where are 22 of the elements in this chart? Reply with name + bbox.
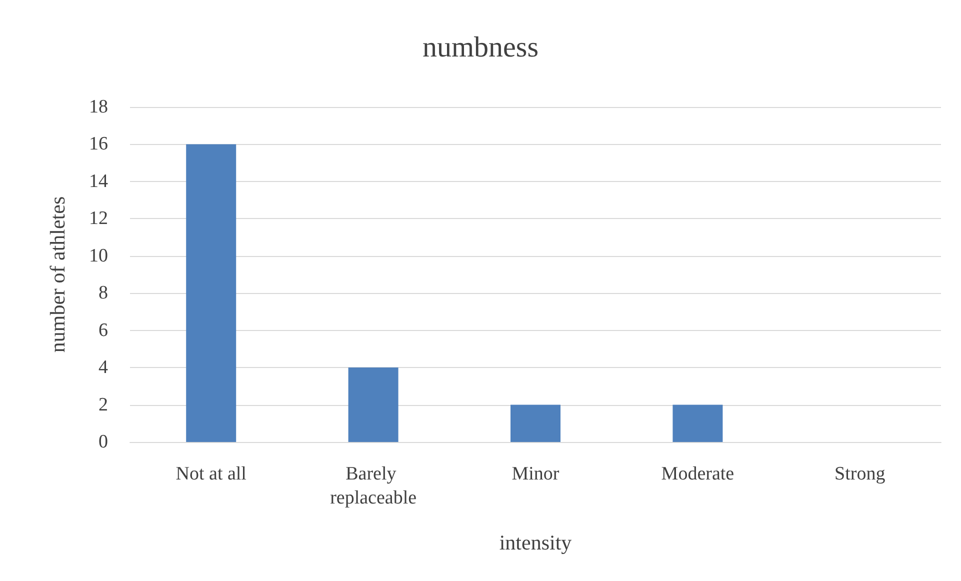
bar bbox=[672, 404, 723, 442]
y-tick-label: 0 bbox=[98, 432, 108, 452]
x-tick-label: Barely replaceable bbox=[330, 464, 417, 508]
y-tick-label: 6 bbox=[98, 320, 108, 341]
y-axis-title: number of athletes bbox=[46, 196, 70, 353]
bar bbox=[510, 404, 560, 442]
y-tick-label: 2 bbox=[98, 394, 108, 416]
y-tick-label: 4 bbox=[98, 357, 108, 378]
x-tick-label: Not at all bbox=[176, 464, 246, 484]
y-tick-label: 18 bbox=[89, 96, 108, 118]
x-tick-label: Moderate bbox=[661, 464, 734, 484]
bar bbox=[186, 144, 236, 442]
chart-title: numbness bbox=[422, 32, 538, 64]
y-tick-label: 10 bbox=[89, 245, 108, 266]
x-tick-label: Minor bbox=[512, 464, 560, 484]
bar bbox=[348, 368, 398, 442]
y-tick-label: 12 bbox=[89, 208, 108, 230]
y-tick-label: 8 bbox=[98, 282, 108, 304]
x-tick-label: Strong bbox=[834, 464, 886, 484]
y-tick-label: 14 bbox=[89, 170, 108, 192]
y-tick-label: 16 bbox=[89, 134, 108, 155]
x-axis-title: intensity bbox=[499, 530, 572, 554]
